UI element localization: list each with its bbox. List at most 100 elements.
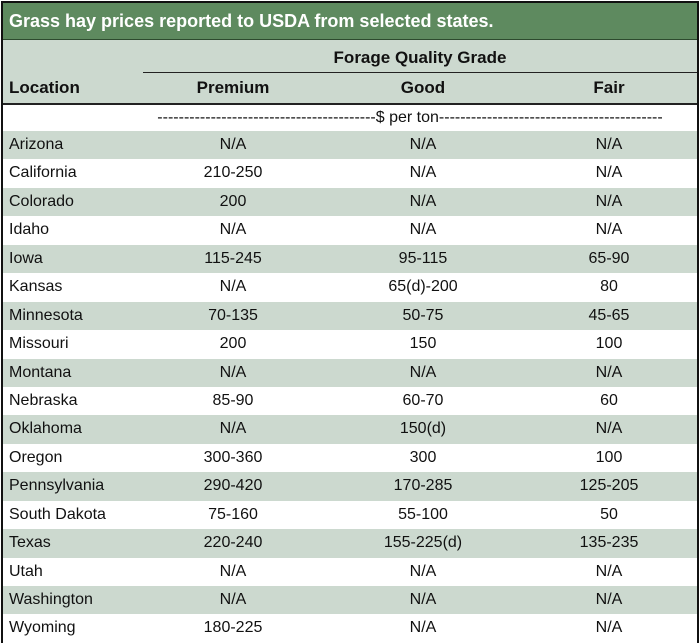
- location-cell: Missouri: [9, 335, 69, 353]
- table-row: Iowa 115-245 95-115 65-90: [3, 244, 697, 274]
- good-cell: 150: [409, 335, 437, 353]
- good-cell: 50-75: [402, 306, 444, 324]
- table-row: Montana N/A N/A N/A: [3, 358, 697, 387]
- premium-cell: 290-420: [203, 477, 263, 495]
- location-cell: Oklahoma: [9, 420, 82, 438]
- table-row: Minnesota 70-135 50-75 45-65: [3, 301, 697, 331]
- location-cell: Oregon: [9, 448, 63, 466]
- premium-cell: N/A: [219, 363, 247, 381]
- premium-cell: 115-245: [204, 249, 262, 267]
- fair-cell: 125-205: [579, 477, 639, 495]
- good-cell: N/A: [409, 619, 437, 637]
- premium-cell: 200: [219, 192, 247, 210]
- premium-cell: 85-90: [212, 391, 254, 409]
- table-title: Grass hay prices reported to USDA from s…: [3, 3, 697, 40]
- good-cell: 60-70: [402, 391, 444, 409]
- good-cell: N/A: [409, 192, 437, 210]
- good-cell: N/A: [409, 164, 437, 182]
- fair-cell: 60: [600, 391, 618, 409]
- table-row: Colorado 200 N/A N/A: [3, 187, 697, 217]
- premium-cell: N/A: [219, 221, 247, 239]
- good-cell: 95-115: [398, 249, 448, 267]
- table-row: Wyoming 180-225 N/A N/A: [3, 614, 697, 643]
- fair-cell: 50: [600, 505, 618, 523]
- premium-cell: 210-250: [203, 164, 263, 182]
- good-cell: N/A: [409, 562, 437, 580]
- table-row: Oregon 300-360 300 100: [3, 443, 697, 473]
- table-row: Missouri 200 150 100: [3, 330, 697, 359]
- table-row: Nebraska 85-90 60-70 60: [3, 386, 697, 416]
- premium-cell: N/A: [219, 136, 247, 153]
- fair-cell: 80: [600, 278, 618, 296]
- premium-cell: 75-160: [208, 505, 258, 523]
- fair-cell: 100: [595, 448, 623, 466]
- fair-cell: N/A: [595, 221, 623, 239]
- good-cell: 300: [409, 448, 437, 466]
- good-cell: N/A: [409, 221, 437, 239]
- fair-cell: N/A: [595, 192, 623, 210]
- location-cell: South Dakota: [9, 505, 106, 523]
- premium-cell: 200: [219, 335, 247, 353]
- good-cell: 55-100: [398, 505, 448, 523]
- location-cell: Washington: [9, 591, 93, 608]
- table-header: Forage Quality Grade Location Premium Go…: [3, 40, 697, 105]
- fair-cell: N/A: [595, 562, 623, 580]
- fair-cell: N/A: [595, 363, 623, 381]
- location-cell: Nebraska: [9, 391, 78, 409]
- fair-cell: N/A: [595, 136, 623, 153]
- good-cell: 155-225(d): [383, 534, 463, 552]
- table-row: California 210-250 N/A N/A: [3, 159, 697, 188]
- fair-cell: N/A: [595, 164, 623, 182]
- fair-cell: 65-90: [588, 249, 630, 267]
- good-cell: 170-285: [393, 477, 453, 495]
- location-cell: Texas: [9, 534, 51, 552]
- location-cell: Idaho: [9, 221, 50, 239]
- table-row: Idaho N/A N/A N/A: [3, 216, 697, 245]
- good-cell: N/A: [409, 591, 437, 608]
- good-cell: 150(d): [399, 420, 447, 438]
- units-row: ----------------------------------------…: [3, 105, 697, 131]
- table-row: Pennsylvania 290-420 170-285 125-205: [3, 472, 697, 501]
- column-header-good: Good: [400, 78, 446, 97]
- column-header-fair: Fair: [593, 78, 625, 97]
- location-cell: Minnesota: [9, 306, 83, 324]
- table-row: Oklahoma N/A 150(d) N/A: [3, 415, 697, 444]
- location-cell: Iowa: [9, 249, 43, 267]
- location-cell: Pennsylvania: [9, 477, 105, 495]
- premium-cell: 300-360: [203, 448, 263, 466]
- good-cell: N/A: [409, 363, 437, 381]
- table-body: Arizona N/A N/A N/A California 210-250 N/A N/A C…: [3, 131, 697, 643]
- table-row: Arizona N/A N/A N/A: [3, 131, 697, 160]
- location-cell: Utah: [9, 562, 43, 580]
- location-cell: Kansas: [9, 278, 63, 296]
- table-row: Texas 220-240 155-225(d) 135-235: [3, 529, 697, 558]
- group-header: Forage Quality Grade: [333, 48, 507, 67]
- fair-cell: 135-235: [579, 534, 639, 552]
- fair-cell: 45-65: [588, 306, 630, 324]
- premium-cell: 180-225: [203, 619, 263, 637]
- premium-cell: 220-240: [203, 534, 263, 552]
- table-row: Kansas N/A 65(d)-200 80: [3, 273, 697, 302]
- location-cell: Wyoming: [9, 619, 76, 637]
- location-cell: Montana: [9, 363, 72, 381]
- premium-cell: 70-135: [208, 306, 258, 324]
- location-cell: Colorado: [9, 192, 74, 210]
- location-cell: Arizona: [9, 136, 64, 153]
- table-row: Utah N/A N/A N/A: [3, 557, 697, 586]
- fair-cell: N/A: [595, 591, 623, 608]
- fair-cell: 100: [595, 335, 623, 353]
- column-header-premium: Premium: [196, 78, 270, 97]
- premium-cell: N/A: [219, 278, 247, 296]
- premium-cell: N/A: [219, 591, 247, 608]
- table-row: South Dakota 75-160 55-100 50: [3, 500, 697, 530]
- column-header-location: Location: [9, 78, 80, 97]
- group-header-underline: [143, 72, 697, 73]
- premium-cell: N/A: [219, 420, 247, 438]
- location-cell: California: [9, 164, 77, 182]
- good-cell: 65(d)-200: [388, 278, 458, 296]
- premium-cell: N/A: [219, 562, 247, 580]
- fair-cell: N/A: [595, 420, 623, 438]
- good-cell: N/A: [409, 136, 437, 153]
- table-row: Washington N/A N/A N/A: [3, 586, 697, 615]
